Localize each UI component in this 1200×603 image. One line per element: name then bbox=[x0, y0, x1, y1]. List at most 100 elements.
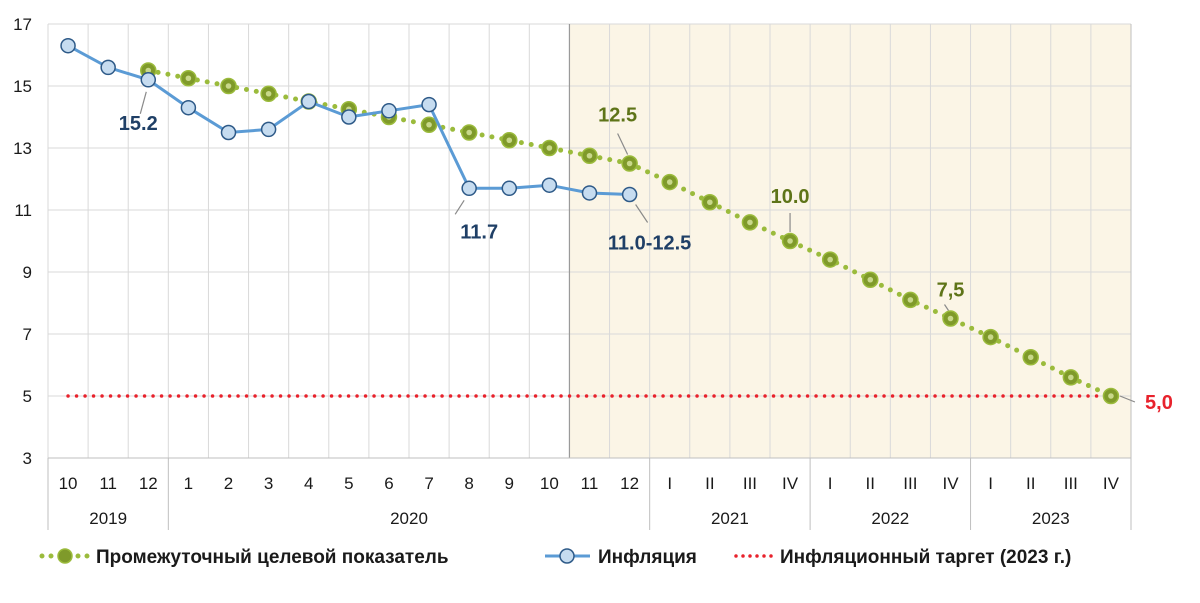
inflation-point bbox=[501, 180, 518, 197]
target-point-core bbox=[586, 152, 593, 159]
annotation-leader bbox=[617, 133, 629, 155]
annotation-label: 5,0 bbox=[1145, 392, 1173, 414]
inflation-point bbox=[341, 109, 357, 125]
y-tick-label: 7 bbox=[23, 325, 32, 344]
target-point-core bbox=[1068, 374, 1074, 381]
year-label: 2020 bbox=[390, 509, 428, 528]
inflation-point bbox=[581, 185, 598, 201]
target-point-core bbox=[506, 137, 513, 144]
legend-item-inflation: Инфляция bbox=[545, 547, 697, 568]
target-point-core bbox=[787, 238, 793, 244]
legend-item-target-path: Промежуточный целевой показатель bbox=[39, 547, 449, 568]
annotation-leader bbox=[944, 304, 949, 311]
x-tick-label: 7 bbox=[424, 474, 433, 493]
inflation-point bbox=[381, 103, 397, 119]
legend-label-inflation: Инфляция bbox=[598, 547, 697, 568]
x-tick-label: 3 bbox=[264, 474, 273, 493]
target-point-core bbox=[185, 75, 192, 82]
annotation-leader bbox=[139, 91, 147, 114]
target-point-core bbox=[1108, 393, 1114, 399]
x-tick-label: 1 bbox=[184, 474, 193, 493]
inflation-point bbox=[541, 177, 558, 193]
x-tick-label: 6 bbox=[384, 474, 393, 493]
target-point-core bbox=[947, 315, 954, 322]
x-tick-label: I bbox=[667, 474, 672, 493]
annotation-label: 11.0-12.5 bbox=[608, 233, 691, 255]
x-tick-label: III bbox=[903, 474, 917, 493]
year-label: 2021 bbox=[711, 509, 749, 528]
inflation-point bbox=[621, 186, 638, 203]
x-tick-label: IV bbox=[942, 474, 959, 493]
x-tick-label: II bbox=[866, 474, 875, 493]
inflation-point bbox=[220, 124, 237, 141]
y-tick-label: 15 bbox=[13, 77, 32, 96]
annotation-leader bbox=[635, 204, 649, 223]
series-layer bbox=[60, 37, 1120, 405]
target-point-core bbox=[827, 256, 833, 263]
x-tick-label: 11 bbox=[581, 474, 599, 493]
annotation-leader bbox=[454, 199, 465, 215]
x-tick-label: 8 bbox=[464, 474, 473, 493]
x-tick-label: 10 bbox=[540, 474, 559, 493]
target-point-core bbox=[747, 219, 753, 226]
target-point-core bbox=[466, 129, 472, 136]
target-point-core bbox=[707, 199, 713, 206]
y-tick-label: 17 bbox=[13, 15, 32, 34]
x-tick-label: IV bbox=[1103, 474, 1120, 493]
x-tick-label: 5 bbox=[344, 474, 353, 493]
target-point-core bbox=[145, 67, 152, 74]
year-label: 2023 bbox=[1032, 509, 1070, 528]
legend-label-goal: Инфляционный таргет (2023 г.) bbox=[780, 547, 1071, 568]
x-tick-label: II bbox=[705, 474, 714, 493]
annotations: 15.2 11.7 11.0-12.5 12.5 10.0 7,5 5,0 bbox=[119, 91, 1173, 414]
legend: Промежуточный целевой показатель Инфляци… bbox=[39, 547, 1071, 568]
y-tick-label: 5 bbox=[23, 387, 32, 406]
inflation-point bbox=[461, 180, 477, 197]
x-tick-label: 9 bbox=[505, 474, 514, 493]
x-tick-label: IV bbox=[782, 474, 799, 493]
inflation-point bbox=[421, 96, 437, 113]
target-point-core bbox=[626, 160, 633, 167]
inflation-point bbox=[60, 37, 76, 54]
x-tick-label: I bbox=[828, 474, 833, 493]
x-tick-label: 10 bbox=[59, 474, 78, 493]
annotation-label: 12.5 bbox=[598, 105, 637, 127]
x-tick-label: I bbox=[988, 474, 993, 493]
annotation-label: 7,5 bbox=[937, 280, 965, 302]
x-tick-label: 11 bbox=[99, 474, 117, 493]
annotation-leader bbox=[1119, 395, 1136, 403]
inflation-point bbox=[300, 93, 317, 110]
target-point-core bbox=[426, 121, 432, 128]
x-tick-label: III bbox=[743, 474, 757, 493]
annotation-label: 10.0 bbox=[771, 186, 810, 208]
y-tick-label: 9 bbox=[23, 263, 32, 282]
target-point-core bbox=[546, 145, 553, 151]
annotation-label: 11.7 bbox=[460, 221, 498, 243]
x-tick-label: 12 bbox=[139, 474, 158, 493]
target-point-core bbox=[1027, 354, 1034, 361]
inflation-point bbox=[140, 72, 157, 88]
year-label: 2022 bbox=[871, 509, 909, 528]
target-point-core bbox=[987, 334, 994, 340]
legend-item-goal: Инфляционный таргет (2023 г.) bbox=[734, 547, 1071, 568]
legend-marker-target-path bbox=[57, 548, 73, 564]
target-point-core bbox=[666, 179, 673, 185]
x-tick-label: II bbox=[1026, 474, 1035, 493]
inflation-point bbox=[260, 121, 277, 138]
legend-marker-inflation bbox=[559, 548, 575, 564]
target-point-core bbox=[907, 297, 914, 303]
target-point-core bbox=[867, 276, 874, 283]
y-tick-label: 11 bbox=[14, 201, 32, 220]
x-tick-label: 4 bbox=[304, 474, 313, 493]
target-point-core bbox=[225, 83, 232, 89]
x-tick-label: 2 bbox=[224, 474, 233, 493]
legend-label-target-path: Промежуточный целевой показатель bbox=[96, 547, 449, 568]
annotation-label: 15.2 bbox=[119, 113, 158, 135]
y-tick-label: 13 bbox=[13, 139, 32, 158]
y-tick-label: 3 bbox=[23, 449, 32, 468]
inflation-point bbox=[180, 99, 197, 116]
inflation-point bbox=[100, 59, 116, 76]
year-label: 2019 bbox=[89, 509, 127, 528]
